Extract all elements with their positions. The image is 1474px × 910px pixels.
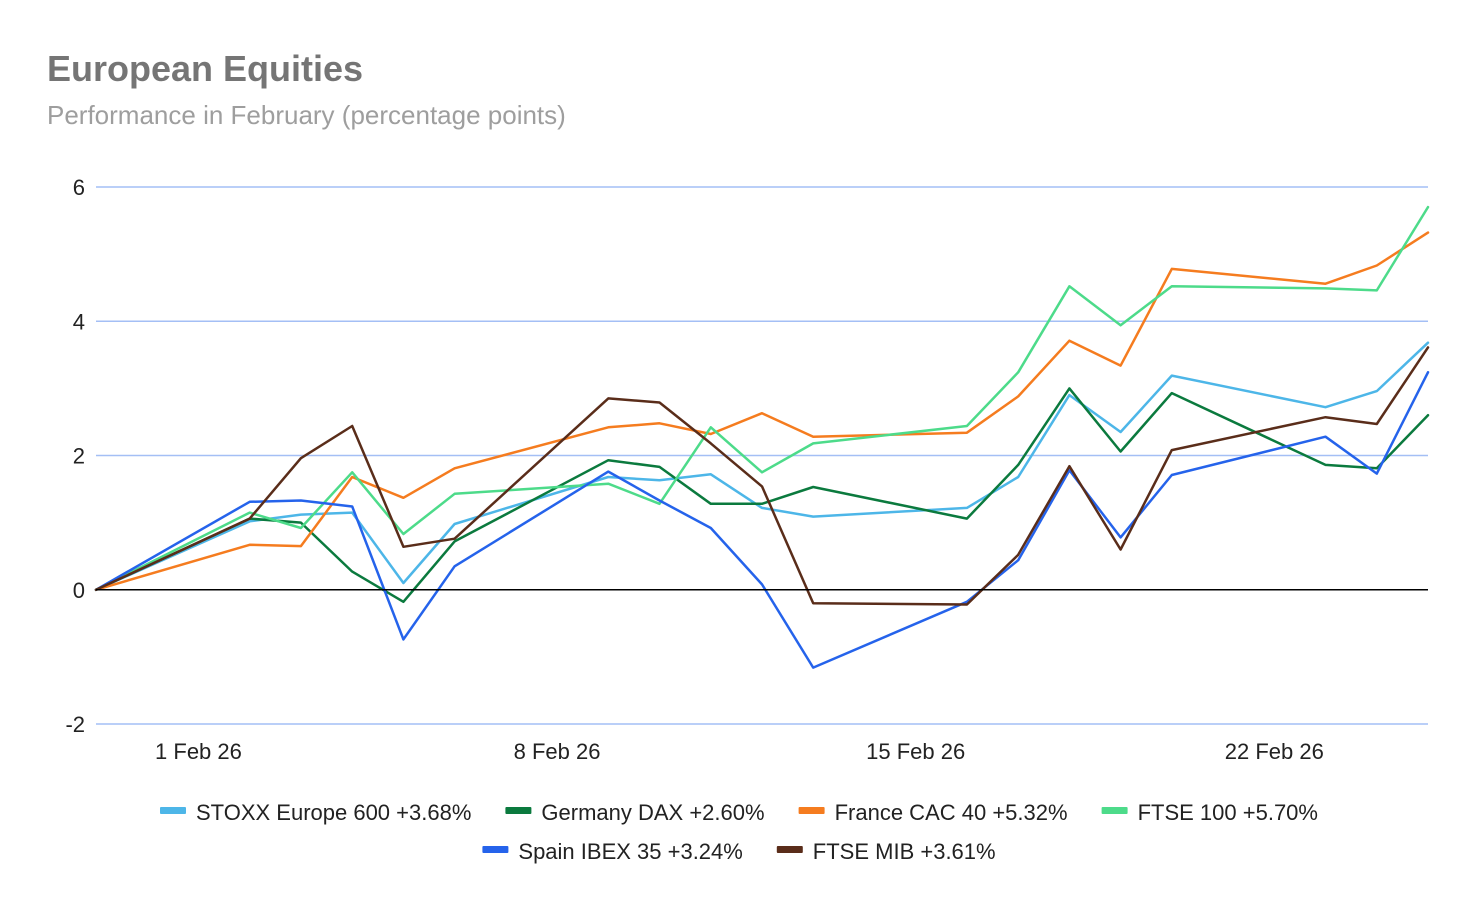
legend-item: STOXX Europe 600 +3.68% [160, 800, 471, 825]
y-tick-label: 4 [73, 309, 85, 334]
chart-title: European Equities [47, 48, 364, 89]
series-line-germany-dax [94, 387, 1430, 604]
y-tick-label: -2 [65, 712, 85, 737]
legend-label: Spain IBEX 35 +3.24% [518, 839, 742, 864]
y-tick-label: 0 [73, 578, 85, 603]
legend-item: FTSE 100 +5.70% [1101, 800, 1318, 825]
legend-label: FTSE 100 +5.70% [1138, 800, 1318, 825]
y-tick-label: 2 [73, 444, 85, 469]
legend-label: France CAC 40 +5.32% [835, 800, 1068, 825]
legend-item: Germany DAX +2.60% [505, 800, 765, 825]
x-tick-label: 15 Feb 26 [866, 739, 965, 764]
legend-item: Spain IBEX 35 +3.24% [482, 839, 743, 864]
series-line-ftse-100 [94, 205, 1430, 592]
series-line-ftse-mib [94, 346, 1430, 606]
legend-item: FTSE MIB +3.61% [776, 839, 996, 864]
legend-swatch [505, 807, 532, 814]
legend-swatch [1101, 807, 1128, 814]
x-tick-label: 1 Feb 26 [155, 739, 242, 764]
legend-swatch [798, 807, 825, 814]
series-line-spain-ibex-35 [94, 371, 1430, 669]
series-line-france-cac-40 [94, 231, 1430, 592]
legend-label: FTSE MIB +3.61% [813, 839, 996, 864]
series-line-stoxx-europe-600 [94, 341, 1430, 592]
legend-label: Germany DAX +2.60% [541, 800, 764, 825]
legend-item: France CAC 40 +5.32% [798, 800, 1068, 825]
legend-swatch [160, 807, 186, 814]
y-tick-label: 6 [73, 175, 85, 200]
x-tick-label: 22 Feb 26 [1225, 739, 1324, 764]
legend-label: STOXX Europe 600 +3.68% [196, 800, 471, 825]
legend-swatch [482, 846, 509, 853]
chart-subtitle: Performance in February (percentage poin… [47, 100, 566, 130]
x-tick-label: 8 Feb 26 [514, 739, 601, 764]
legend-swatch [776, 846, 803, 853]
